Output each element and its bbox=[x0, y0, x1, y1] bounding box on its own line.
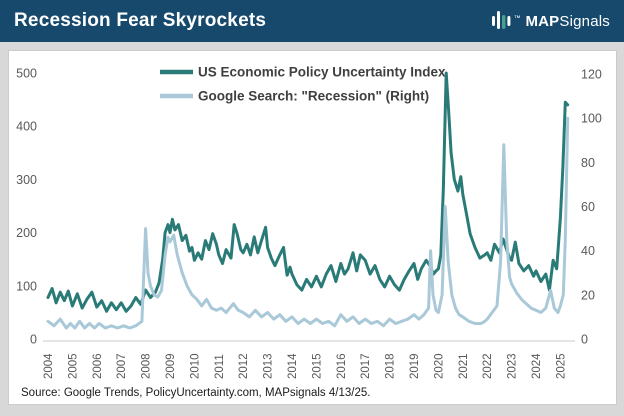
x-axis-year-label: 2007 bbox=[116, 353, 128, 379]
left-axis-tick-label: 200 bbox=[16, 226, 37, 240]
right-axis-tick-label: 120 bbox=[581, 68, 602, 82]
x-axis-year-label: 2020 bbox=[433, 353, 445, 379]
x-axis-year-label: 2005 bbox=[67, 353, 79, 379]
left-axis-tick-label: 500 bbox=[16, 67, 37, 81]
x-axis-year-label: 2021 bbox=[458, 353, 470, 379]
x-axis-year-label: 2016 bbox=[336, 353, 348, 379]
x-axis-year-label: 2011 bbox=[214, 354, 226, 379]
x-axis-year-label: 2019 bbox=[409, 353, 421, 379]
x-axis-year-label: 2017 bbox=[360, 353, 372, 379]
x-axis-year-label: 2012 bbox=[238, 353, 250, 379]
right-axis-tick-label: 80 bbox=[581, 156, 595, 170]
right-axis-tick-label: 100 bbox=[581, 112, 602, 126]
x-axis-year-label: 2023 bbox=[507, 353, 519, 379]
mapsignals-logo: ™ MAP Signals bbox=[491, 9, 610, 33]
x-axis-year-label: 2008 bbox=[141, 353, 153, 379]
trademark-symbol: ™ bbox=[513, 15, 521, 22]
header-bar: Recession Fear Skyrockets ™ MAP Signals bbox=[0, 0, 624, 42]
legend-label: US Economic Policy Uncertainty Index bbox=[198, 65, 446, 80]
right-axis-tick-label: 0 bbox=[581, 333, 588, 347]
x-axis-year-label: 2014 bbox=[287, 353, 299, 379]
mapsignals-bars-icon bbox=[491, 11, 511, 29]
left-axis-tick-label: 300 bbox=[16, 173, 37, 187]
series-line bbox=[46, 116, 570, 330]
x-axis-year-label: 2018 bbox=[385, 353, 397, 379]
chart-card: 0 100 200 300 400 500 0 20 40 60 80 100 120 2004 2005 2… bbox=[8, 50, 617, 405]
page-title: Recession Fear Skyrockets bbox=[14, 10, 267, 31]
x-axis-year-label: 2004 bbox=[43, 353, 55, 379]
brand-signals-text: Signals bbox=[559, 12, 610, 30]
chart-plot: 0 100 200 300 400 500 0 20 40 60 80 100 120 2004 2005 2… bbox=[16, 65, 602, 380]
x-axis-year-label: 2009 bbox=[165, 353, 177, 379]
x-axis-year-label: 2006 bbox=[92, 353, 104, 379]
x-axis-year-label: 2024 bbox=[531, 353, 543, 379]
left-axis-tick-label: 100 bbox=[16, 279, 37, 293]
series-line bbox=[46, 71, 570, 313]
x-axis-year-label: 2015 bbox=[311, 353, 323, 379]
x-axis-year-label: 2013 bbox=[263, 353, 275, 379]
right-axis-tick-label: 60 bbox=[581, 200, 595, 214]
source-note: Source: Google Trends, PolicyUncertainty… bbox=[21, 387, 371, 399]
x-axis-year-label: 2010 bbox=[189, 353, 201, 379]
legend-label: Google Search: "Recession" (Right) bbox=[198, 89, 429, 104]
brand-map-text: MAP bbox=[525, 12, 560, 30]
x-axis-year-label: 2022 bbox=[482, 353, 494, 379]
right-axis-tick-label: 40 bbox=[581, 244, 595, 258]
right-axis-tick-label: 20 bbox=[581, 288, 595, 302]
left-axis-tick-label: 0 bbox=[30, 333, 37, 347]
x-axis-year-label: 2025 bbox=[555, 353, 567, 379]
left-axis-tick-label: 400 bbox=[16, 120, 37, 134]
